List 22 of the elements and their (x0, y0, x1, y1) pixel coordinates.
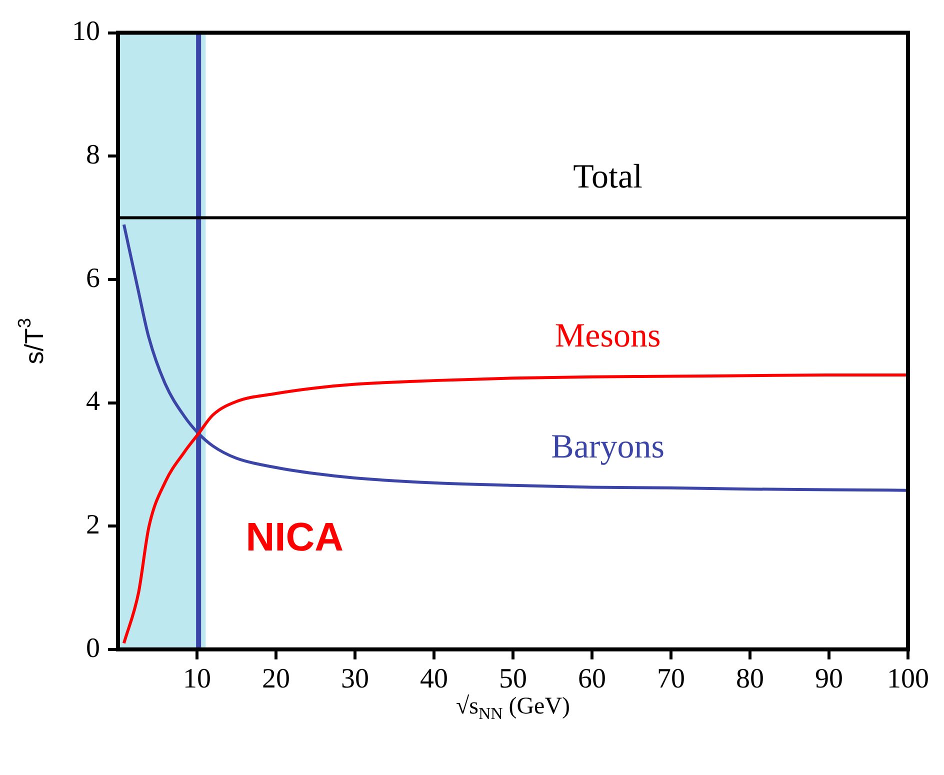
series-label: Baryons (551, 428, 664, 466)
x-tick-label: 70 (657, 664, 685, 695)
y-axis-title: s/T3 (14, 318, 50, 364)
x-tick-label: 20 (262, 664, 290, 695)
x-tick-label: 80 (736, 664, 764, 695)
y-tick-label: 4 (86, 386, 100, 418)
y-tick-label: 2 (86, 509, 100, 540)
y-tick-label: 8 (86, 139, 100, 170)
x-tick-label: 40 (420, 664, 448, 695)
x-tick-label: 60 (578, 664, 606, 695)
x-tick-label: 100 (887, 664, 929, 695)
x-tick-label: 10 (183, 664, 211, 695)
x-tick-label: 50 (499, 664, 527, 695)
y-tick-label: 0 (86, 632, 100, 664)
series-label: Mesons (554, 318, 661, 355)
line-series (122, 374, 908, 645)
band-label: NICA (246, 515, 344, 560)
series-label: Total (573, 158, 642, 196)
x-tick-label: 30 (341, 664, 369, 695)
x-tick-label: 90 (815, 664, 843, 695)
y-tick-label: 10 (72, 16, 100, 48)
y-tick-label: 6 (86, 262, 100, 294)
